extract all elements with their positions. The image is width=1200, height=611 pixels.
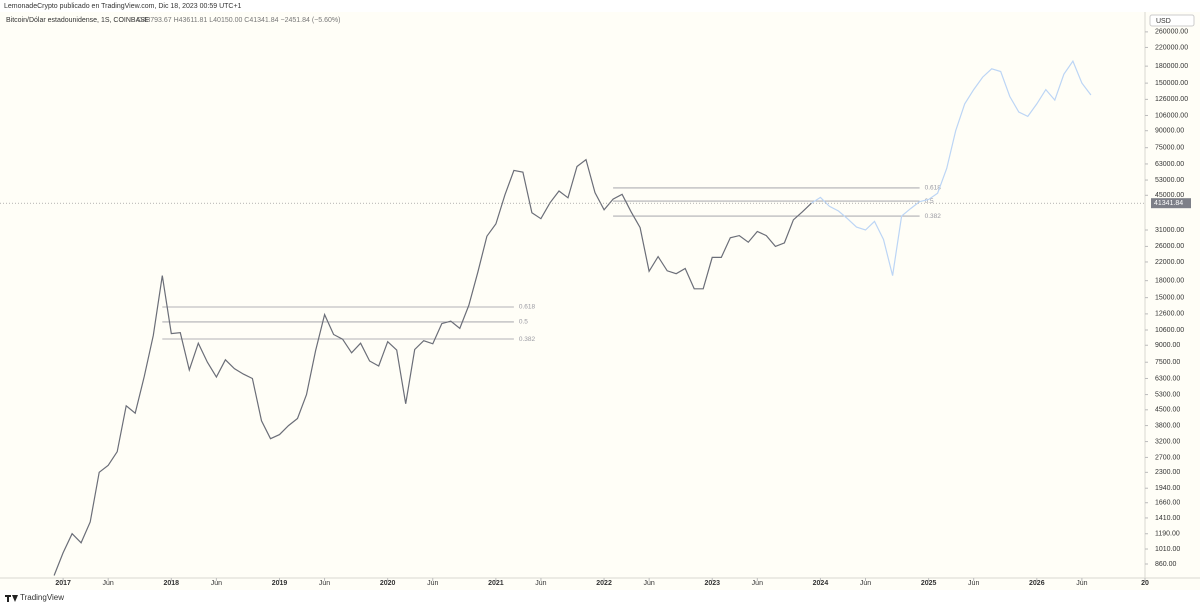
price-line — [811, 59, 1092, 276]
y-tick-label: 150000.00 — [1155, 80, 1188, 87]
y-tick-label: 26000.00 — [1155, 243, 1184, 250]
y-tick-label: 1660.00 — [1155, 500, 1180, 507]
x-tick-label: 2021 — [488, 580, 504, 587]
chart-background — [0, 12, 1200, 590]
y-tick-label: 9000.00 — [1155, 342, 1180, 349]
y-tick-label: 3200.00 — [1155, 438, 1180, 445]
y-tick-label: 1410.00 — [1155, 515, 1180, 522]
y-tick-label: 1940.00 — [1155, 485, 1180, 492]
x-tick-label: 2025 — [921, 580, 937, 587]
x-tick-label: Jun — [752, 580, 763, 587]
x-tick-label: Jun — [211, 580, 222, 587]
y-tick-label: 31000.00 — [1155, 227, 1184, 234]
x-tick-label: 2024 — [813, 580, 829, 587]
y-tick-label: 126000.00 — [1155, 96, 1188, 103]
fib-label: 0.382 — [925, 213, 942, 220]
x-tick-label: Jun — [643, 580, 654, 587]
y-tick-label: 7500.00 — [1155, 359, 1180, 366]
symbol-title: Bitcoin/Dólar estadounidense, 1S, COINBA… — [6, 17, 150, 24]
y-tick-label: 1190.00 — [1155, 531, 1180, 538]
y-tick-label: 5300.00 — [1155, 391, 1180, 398]
y-tick-label: 90000.00 — [1155, 128, 1184, 135]
x-tick-label: Jun — [860, 580, 871, 587]
x-tick-label: Jun — [427, 580, 438, 587]
y-tick-label: 6300.00 — [1155, 375, 1180, 382]
y-tick-label: 75000.00 — [1155, 145, 1184, 152]
x-tick-label: 20 — [1141, 580, 1149, 587]
y-tick-label: 1010.00 — [1155, 546, 1180, 553]
y-tick-label: 10600.00 — [1155, 327, 1184, 334]
y-tick-label: 2300.00 — [1155, 469, 1180, 476]
y-tick-label: 106000.00 — [1155, 112, 1188, 119]
x-tick-label: 2017 — [55, 580, 71, 587]
price-line — [53, 158, 812, 576]
y-tick-label: 180000.00 — [1155, 63, 1188, 70]
publisher: LemonadeCrypto publicado en TradingView.… — [4, 3, 242, 10]
x-tick-label: 2026 — [1029, 580, 1045, 587]
y-tick-label: 4500.00 — [1155, 407, 1180, 414]
fib-label: 0.382 — [519, 336, 536, 343]
fib-set: 0.618 0.5 0.382 — [613, 185, 941, 220]
x-tick-label: 2018 — [164, 580, 180, 587]
y-tick-label: 53000.00 — [1155, 177, 1184, 184]
last-price-badge — [1151, 198, 1191, 209]
ohlc-legend: O43793.67 H43611.81 L40150.00 C41341.84 … — [137, 17, 340, 24]
currency-box[interactable] — [1149, 14, 1195, 27]
x-tick-label: Jun — [535, 580, 546, 587]
footer-logo — [5, 595, 18, 602]
y-tick-label: 3800.00 — [1155, 422, 1180, 429]
y-tick-label: 22000.00 — [1155, 259, 1184, 266]
y-tick-label: 63000.00 — [1155, 161, 1184, 168]
y-tick-label: 220000.00 — [1155, 44, 1188, 51]
y-tick-label: 2700.00 — [1155, 454, 1180, 461]
x-tick-label: 2020 — [380, 580, 396, 587]
fib-set: 0.618 0.5 0.382 — [162, 304, 536, 343]
footer-brand: TradingView — [20, 593, 64, 602]
y-tick-label: 45000.00 — [1155, 192, 1184, 199]
fib-label: 0.618 — [925, 185, 942, 192]
last-price-label: 41341.84 — [1154, 200, 1183, 207]
fib-label: 0.5 — [925, 198, 934, 205]
x-tick-label: 2023 — [704, 580, 720, 587]
currency[interactable]: USD — [1156, 18, 1171, 25]
y-tick-label: 18000.00 — [1155, 278, 1184, 285]
fib-label: 0.5 — [519, 319, 528, 326]
x-tick-label: Jun — [1076, 580, 1087, 587]
fib-label: 0.618 — [519, 304, 536, 311]
x-tick-label: 2022 — [596, 580, 612, 587]
y-tick-label: 260000.00 — [1155, 29, 1188, 36]
x-tick-label: Jun — [319, 580, 330, 587]
y-tick-label: 15000.00 — [1155, 294, 1184, 301]
x-tick-label: Jun — [103, 580, 114, 587]
y-tick-label: 12600.00 — [1155, 311, 1184, 318]
x-tick-label: Jun — [968, 580, 979, 587]
y-tick-label: 860.00 — [1155, 561, 1177, 568]
x-tick-label: 2019 — [272, 580, 288, 587]
